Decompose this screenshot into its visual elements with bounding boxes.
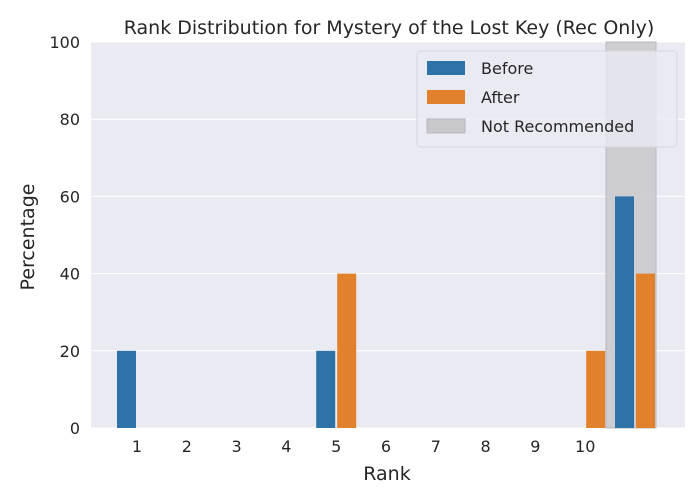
x-tick-10: 10 (575, 437, 595, 456)
x-tick-5: 5 (331, 437, 341, 456)
x-tick-1: 1 (132, 437, 142, 456)
bar-after-5 (337, 273, 357, 428)
legend-label-0: Before (481, 59, 533, 78)
bar-before-5 (316, 350, 336, 428)
y-tick-60: 60 (60, 187, 80, 206)
x-axis-label: Rank (363, 463, 410, 485)
legend-label-1: After (481, 88, 520, 107)
legend-swatch-0 (427, 61, 465, 75)
x-tick-4: 4 (281, 437, 291, 456)
bar-after-10 (586, 350, 606, 428)
x-tick-6: 6 (381, 437, 391, 456)
legend-swatch-2 (426, 118, 466, 134)
x-tick-2: 2 (182, 437, 192, 456)
x-tick-9: 9 (530, 437, 540, 456)
y-tick-20: 20 (60, 342, 80, 361)
bars-layer (117, 196, 655, 428)
y-tick-80: 80 (60, 110, 80, 129)
y-tick-0: 0 (70, 419, 80, 438)
x-tick-labels: 1 2 3 4 5 6 7 8 9 10 (132, 437, 595, 456)
legend-swatch-1 (427, 90, 465, 104)
x-tick-8: 8 (481, 437, 491, 456)
y-tick-labels: 0 20 40 60 80 100 (49, 33, 80, 438)
bar-after-not-recommended (636, 273, 655, 428)
bar-before-not-recommended (615, 196, 634, 428)
legend: Before After Not Recommended (416, 50, 678, 148)
bar-before-1 (117, 350, 136, 428)
chart-title: Rank Distribution for Mystery of the Los… (124, 17, 655, 39)
legend-box (416, 50, 678, 148)
x-tick-7: 7 (431, 437, 441, 456)
y-axis-label: Percentage (17, 184, 39, 291)
x-tick-3: 3 (232, 437, 242, 456)
y-tick-40: 40 (60, 265, 80, 284)
grid-lines (91, 41, 685, 429)
y-tick-100: 100 (49, 33, 80, 52)
legend-label-2: Not Recommended (481, 117, 634, 136)
